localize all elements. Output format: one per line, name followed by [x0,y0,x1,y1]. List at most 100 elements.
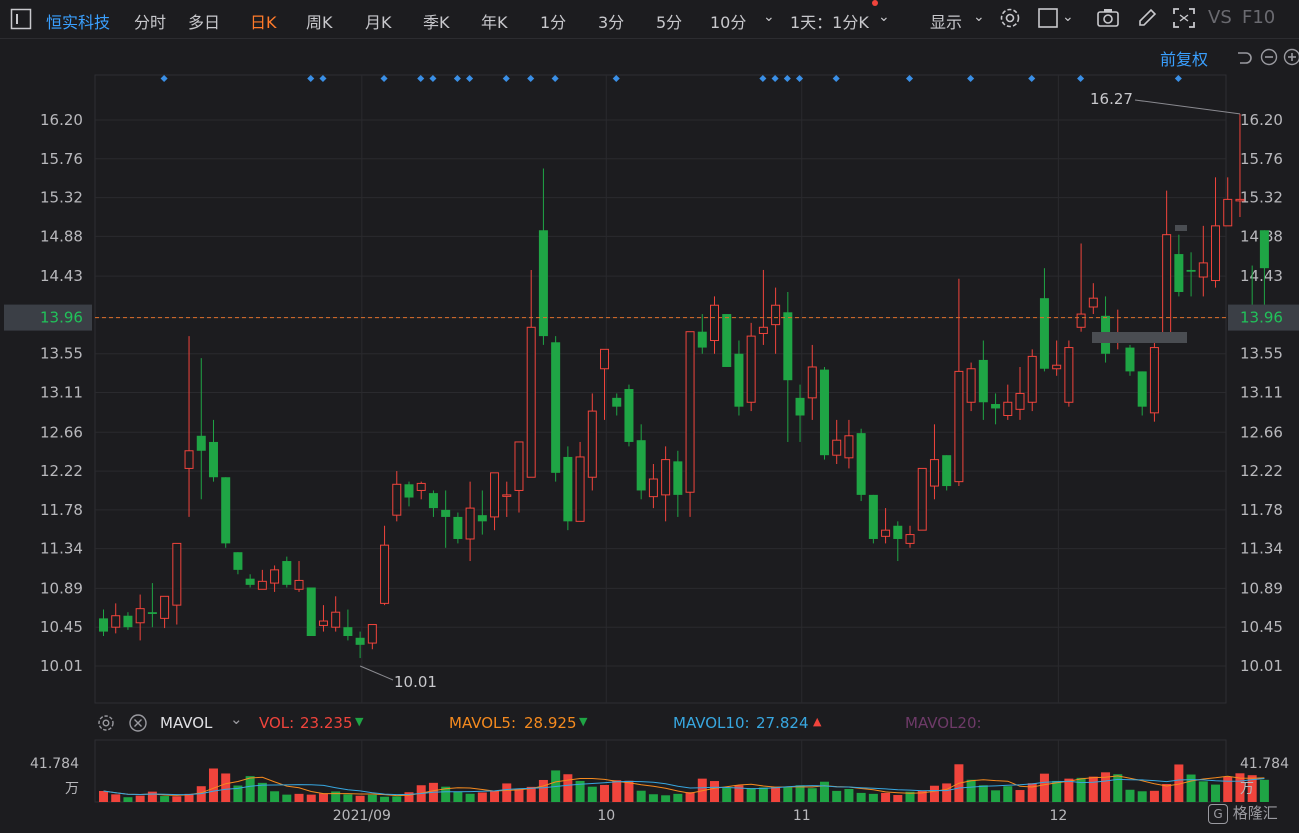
display-menu[interactable]: 显示 [930,13,963,32]
tab-日K[interactable]: 日K [250,13,277,32]
volume-bar [905,791,915,802]
fullscreen-icon[interactable] [1172,7,1196,33]
candle-body [404,484,414,498]
tab-5分[interactable]: 5分 [656,13,683,32]
candle-body [624,389,634,442]
gear-icon[interactable] [96,713,116,737]
volume-bar [966,779,976,802]
candle-body [832,439,842,456]
tab-分时[interactable]: 分时 [134,13,167,32]
x-tick-label: 11 [793,808,811,824]
volume-bar [306,794,316,802]
indicator-chevron-icon[interactable]: ⌄ [230,710,243,728]
logo-icon: G [1208,803,1228,824]
y-tick-label-right: 13.11 [1240,384,1283,402]
y-tick-label-right: 12.66 [1240,423,1283,441]
candle-body [380,544,390,604]
event-marker [319,74,327,83]
volume-bar [147,791,157,802]
min-price-label: 10.01 [394,673,437,691]
candle-body [99,618,108,632]
event-marker [380,74,388,83]
tab-1分[interactable]: 1分 [540,13,567,32]
volume-bar [282,794,292,802]
display-chevron-icon[interactable]: ⌄ [973,9,985,25]
y-tick-label-left: 14.43 [40,267,83,285]
f10-button[interactable]: F10 [1242,7,1276,28]
candle-body [783,312,793,381]
y-tick-label-right: 14.43 [1240,267,1283,285]
zoom-out-icon[interactable] [1260,48,1278,70]
candle-body [147,612,157,614]
event-marker [905,74,914,83]
interval-select[interactable]: 1天：1分K [790,13,869,32]
y-tick-label-left: 16.20 [40,111,83,129]
event-marker [1077,74,1085,83]
volume-bar [184,793,194,802]
candle-body [1137,371,1147,407]
volume-bar [111,794,121,802]
square-chevron-icon[interactable]: ⌄ [1062,9,1074,25]
vol-label: VOL: [259,714,295,732]
pen-icon[interactable] [1136,7,1158,33]
undo-icon[interactable] [1235,48,1253,70]
volume-bar [233,785,243,802]
interval-chevron-icon[interactable]: ⌄ [878,9,890,25]
adjust-mode-button[interactable]: 前复权 [1160,50,1209,69]
candle-body [661,459,671,496]
y-tick-label-right: 12.22 [1240,462,1283,480]
volume-bar [771,786,781,802]
volume-bar [978,785,988,802]
volume-bar [563,774,573,802]
vs-button[interactable]: VS [1208,7,1232,28]
event-marker [429,74,437,83]
volume-bar [1064,778,1074,802]
ma5-label: MAVOL5: [449,714,517,732]
camera-icon[interactable] [1096,7,1120,33]
volume-bar [343,794,353,802]
tab-周K[interactable]: 周K [306,13,333,32]
y-tick-label-left: 10.01 [40,657,83,675]
stock-name[interactable]: 恒实科技 [46,13,111,32]
tab-月K[interactable]: 月K [365,13,392,32]
volume-bar [1088,776,1098,802]
square-tool-icon[interactable] [1037,7,1059,33]
volume-bar [648,794,658,802]
candle-body [135,608,145,624]
volume-bar [1003,786,1013,802]
candle-body [172,542,182,606]
min-pointer [359,665,394,681]
candle-body [868,494,878,539]
candle-body [893,525,903,539]
candle-body [636,440,646,491]
volume-bar [917,790,927,802]
gap-box [1092,332,1187,343]
menu-icon[interactable] [10,8,32,34]
tab-季K[interactable]: 季K [423,13,450,32]
more-chevron-icon[interactable]: ⌄ [763,9,775,25]
indicator-select[interactable]: MAVOL [160,714,213,732]
candle-body [1076,313,1086,328]
volume-bar [1259,779,1269,802]
y-tick-label-right: 15.76 [1240,150,1283,168]
price-panel-frame [94,74,1227,704]
tab-3分[interactable]: 3分 [598,13,625,32]
volume-bar [636,790,646,802]
tab-10分[interactable]: 10分 [710,13,747,32]
zoom-in-icon[interactable] [1283,48,1299,70]
event-marker [759,74,767,83]
candle-body [1088,297,1098,308]
tab-多日[interactable]: 多日 [188,13,221,32]
volume-bar [734,785,744,802]
max-pointer [1134,99,1241,115]
volume-bar [538,779,548,802]
volume-bar [1186,774,1196,802]
close-icon[interactable] [128,713,148,737]
candle-body [746,335,756,403]
candle-body [270,569,280,584]
gear-icon[interactable] [998,6,1022,34]
candle-body [502,494,512,497]
tab-年K[interactable]: 年K [481,13,508,32]
ma20-label: MAVOL20: [905,714,982,732]
